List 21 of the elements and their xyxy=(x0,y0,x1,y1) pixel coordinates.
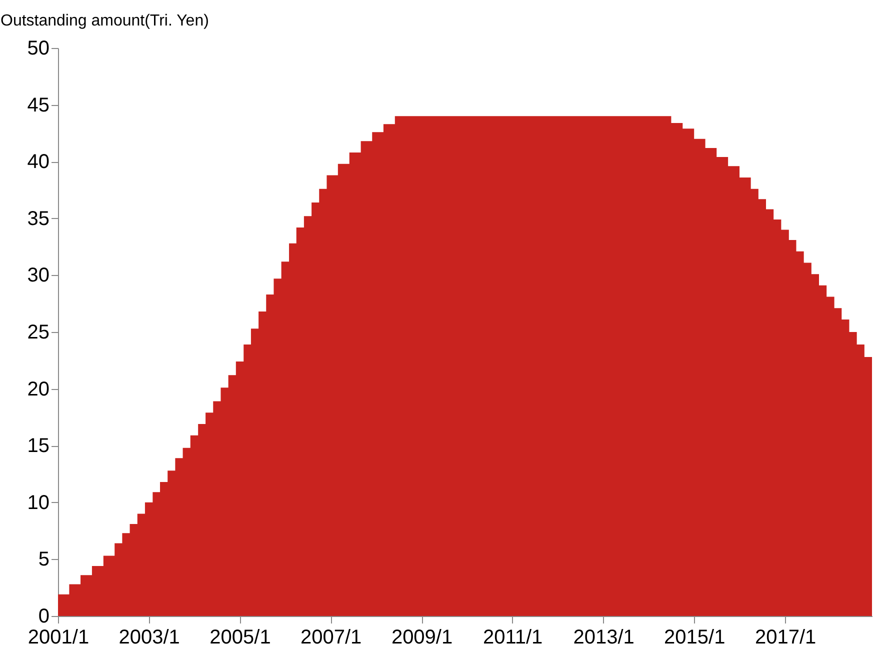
y-tick-label: 50 xyxy=(27,38,50,60)
x-tick-label: 2009/1 xyxy=(391,626,453,648)
x-tick-label: 2017/1 xyxy=(754,626,816,648)
y-tick-label: 20 xyxy=(27,378,50,400)
x-tick-label: 2015/1 xyxy=(664,626,726,648)
y-tick-label: 25 xyxy=(27,322,50,344)
x-tick-label: 2003/1 xyxy=(118,626,180,648)
y-tick-label: 35 xyxy=(27,208,50,230)
y-tick-label: 0 xyxy=(38,606,50,628)
y-tick-label: 15 xyxy=(27,435,50,458)
x-tick-label: 2007/1 xyxy=(300,626,362,648)
x-tick-label: 2005/1 xyxy=(210,626,271,648)
x-tick-label: 2001/1 xyxy=(28,626,90,648)
y-tick-label: 45 xyxy=(27,94,50,116)
x-tick-label: 2011/1 xyxy=(482,626,543,648)
y-tick-label: 40 xyxy=(27,151,50,174)
y-tick-label: 30 xyxy=(27,264,50,287)
x-tick-label: 2013/1 xyxy=(573,626,634,648)
y-tick-label: 5 xyxy=(38,548,50,571)
y-tick-label: 10 xyxy=(27,492,50,514)
y-axis-title: Outstanding amount(Tri. Yen) xyxy=(0,12,209,30)
